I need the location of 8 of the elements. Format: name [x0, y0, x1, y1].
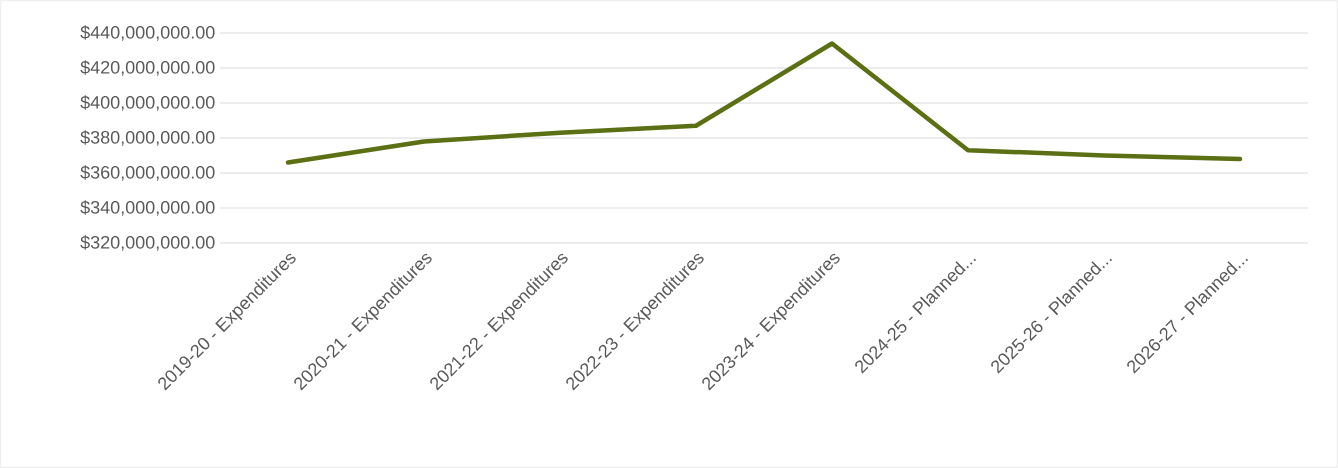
- line-series: [285, 41, 1243, 165]
- y-tick-label: $340,000,000.00: [80, 200, 215, 216]
- y-tick-label: $440,000,000.00: [80, 25, 215, 41]
- y-tick-label: $400,000,000.00: [80, 95, 215, 111]
- y-tick-label: $320,000,000.00: [80, 235, 215, 251]
- y-tick-label: $380,000,000.00: [80, 130, 215, 146]
- y-tick-label: $420,000,000.00: [80, 60, 215, 76]
- y-tick-label: $360,000,000.00: [80, 165, 215, 181]
